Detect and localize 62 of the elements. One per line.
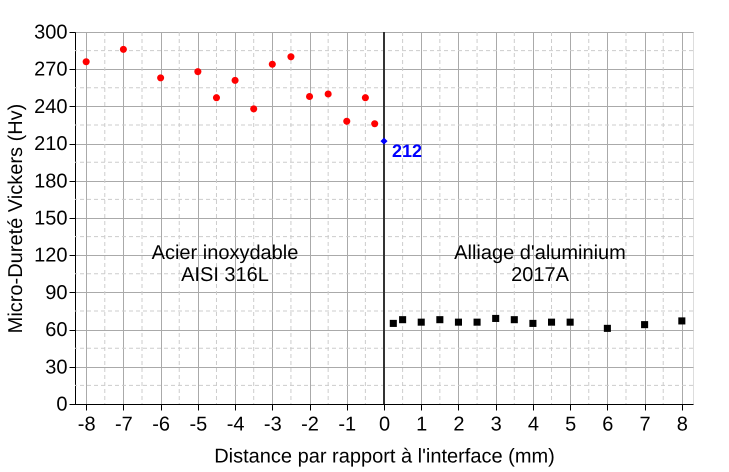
y-tick-label: 90 bbox=[45, 282, 68, 304]
x-tick-label: 8 bbox=[676, 414, 688, 436]
point bbox=[232, 76, 239, 84]
point bbox=[306, 92, 314, 100]
x-tick-label: -2 bbox=[301, 414, 319, 436]
point bbox=[678, 317, 686, 324]
point bbox=[399, 316, 406, 324]
x-tick-label: 2 bbox=[453, 414, 465, 436]
y-tick-label: 300 bbox=[34, 22, 68, 44]
point bbox=[604, 324, 611, 332]
point bbox=[492, 314, 500, 322]
point bbox=[566, 318, 574, 326]
x-tick-label: 0 bbox=[378, 414, 390, 436]
x-tick-label: -3 bbox=[264, 414, 282, 436]
point bbox=[157, 74, 164, 82]
point bbox=[510, 316, 518, 324]
x-tick-label: -7 bbox=[115, 414, 133, 436]
annotation: Alliage d'aluminium 2017A bbox=[454, 242, 626, 286]
point bbox=[548, 318, 556, 326]
x-tick-label: 1 bbox=[416, 414, 428, 436]
x-tick-label: -8 bbox=[78, 414, 96, 436]
y-axis-title: Micro-Dureté Vickers (Hv) bbox=[5, 104, 28, 334]
point bbox=[641, 321, 648, 328]
point bbox=[418, 318, 425, 326]
point bbox=[268, 60, 276, 68]
y-tick-label: 180 bbox=[34, 170, 68, 192]
x-tick-label: -4 bbox=[226, 414, 244, 436]
y-tick-label: 270 bbox=[34, 58, 68, 81]
annotation: Acier inoxydable AISI 316L bbox=[152, 242, 298, 286]
x-tick-label: 5 bbox=[565, 414, 576, 436]
point bbox=[82, 58, 90, 66]
data-label: 212 bbox=[392, 141, 422, 162]
y-tick-label: 210 bbox=[34, 133, 68, 156]
point bbox=[474, 318, 481, 326]
x-tick-label: 6 bbox=[602, 414, 614, 436]
point bbox=[362, 94, 369, 102]
x-tick-label: -1 bbox=[338, 414, 356, 436]
point bbox=[287, 53, 294, 60]
y-tick-label: 0 bbox=[56, 394, 68, 416]
y-tick-label: 60 bbox=[45, 319, 68, 342]
point bbox=[250, 105, 258, 112]
x-axis-title: Distance par rapport à l'interface (mm) bbox=[214, 446, 555, 468]
point bbox=[212, 94, 220, 102]
point bbox=[390, 320, 397, 327]
point bbox=[120, 46, 127, 53]
point bbox=[371, 120, 378, 128]
x-tick-label: -6 bbox=[152, 414, 170, 436]
point bbox=[454, 318, 462, 326]
point bbox=[194, 68, 202, 76]
x-tick-label: 3 bbox=[490, 414, 502, 436]
y-tick-label: 240 bbox=[34, 96, 68, 118]
point bbox=[436, 316, 444, 324]
y-tick-label: 150 bbox=[34, 208, 68, 230]
y-tick-label: 30 bbox=[45, 356, 68, 378]
x-tick-label: 4 bbox=[528, 414, 539, 436]
point bbox=[529, 320, 536, 327]
point bbox=[343, 118, 350, 125]
point bbox=[380, 138, 388, 145]
y-tick-label: 120 bbox=[34, 244, 68, 267]
x-tick-label: 7 bbox=[640, 414, 651, 436]
x-tick-label: -5 bbox=[189, 414, 208, 436]
point bbox=[324, 90, 332, 98]
